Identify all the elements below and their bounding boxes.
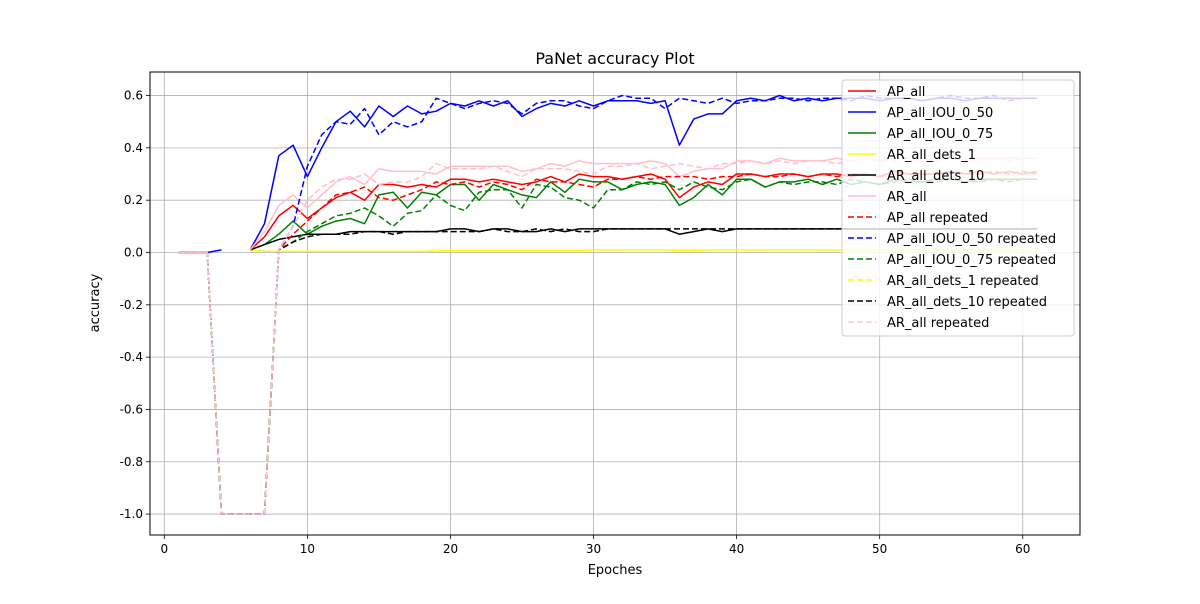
y-tick-label: 0.6 <box>124 89 143 103</box>
series-line-6 <box>178 170 1038 515</box>
x-tick-label: 30 <box>586 542 601 556</box>
legend-label: AP_all <box>887 85 925 100</box>
x-tick-label: 20 <box>443 542 458 556</box>
legend-label: AR_all_dets_10 <box>887 169 984 184</box>
x-tick-label: 60 <box>1015 542 1030 556</box>
legend-label: AP_all repeated <box>887 211 988 226</box>
y-axis-label: accuracy <box>88 273 103 332</box>
y-tick-label: -0.2 <box>120 298 143 312</box>
grid <box>150 72 1080 535</box>
legend-label: AP_all_IOU_0_75 <box>887 127 993 142</box>
y-tick-label: -1.0 <box>120 507 143 521</box>
y-tick-label: 0.2 <box>124 193 143 207</box>
y-tick-label: -0.6 <box>120 402 143 416</box>
x-tick-label: 10 <box>300 542 315 556</box>
y-axis: -1.0 -0.8 -0.6 -0.4 -0.2 0.0 0.2 0.4 0.6 <box>120 89 150 521</box>
legend-label: AP_all_IOU_0_50 <box>887 106 993 121</box>
y-tick-label: 0.4 <box>124 141 143 155</box>
series-line-9 <box>178 249 1038 515</box>
chart-title: PaNet accuracy Plot <box>535 49 694 68</box>
x-axis: 0 10 20 30 40 50 60 <box>160 535 1030 556</box>
x-tick-label: 40 <box>729 542 744 556</box>
legend-label: AR_all_dets_10 repeated <box>887 295 1047 310</box>
y-tick-label: 0.0 <box>124 245 143 259</box>
legend-box <box>841 79 1075 337</box>
x-axis-label: Epoches <box>588 563 643 578</box>
plot-area-frame <box>149 71 1081 536</box>
legend-label: AR_all_dets_1 repeated <box>887 274 1039 289</box>
x-tick-label: 50 <box>872 542 887 556</box>
legend-label: AP_all_IOU_0_75 repeated <box>887 253 1056 268</box>
y-tick-label: -0.8 <box>120 455 143 469</box>
legend-label: AR_all <box>887 190 927 205</box>
legend: AP_all AP_all_IOU_0_50 AP_all_IOU_0_75 AR_a… <box>841 79 1075 337</box>
legend-label: AP_all_IOU_0_50 repeated <box>887 232 1056 247</box>
x-tick-label: 0 <box>160 542 168 556</box>
legend-label: AR_all repeated <box>887 316 989 331</box>
y-tick-label: -0.4 <box>120 350 143 364</box>
legend-label: AR_all_dets_1 <box>887 148 976 163</box>
